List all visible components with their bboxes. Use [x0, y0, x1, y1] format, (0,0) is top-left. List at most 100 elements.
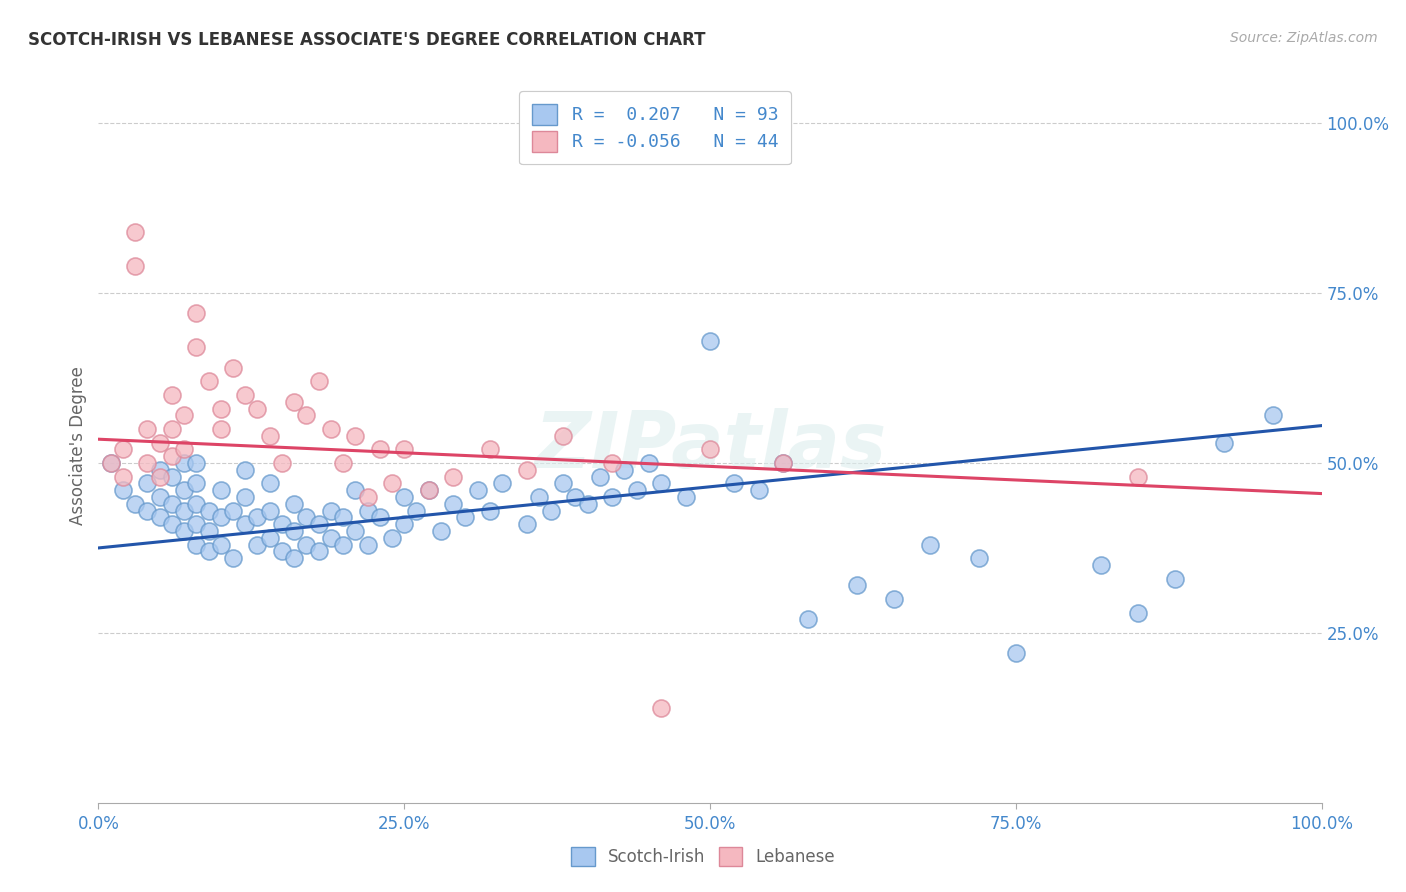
Point [332, 537, 354, 551]
Legend: R =  0.207   N = 93, R = -0.056   N = 44: R = 0.207 N = 93, R = -0.056 N = 44 [519, 91, 790, 164]
Point [1212, 435, 1234, 450]
Point [100, 456, 122, 470]
Point [295, 537, 318, 551]
Point [186, 476, 208, 491]
Text: ZIPatlas: ZIPatlas [534, 408, 886, 484]
Point [283, 551, 305, 566]
Point [160, 469, 183, 483]
Point [515, 517, 537, 532]
Point [295, 409, 318, 423]
Point [699, 442, 721, 457]
Point [920, 537, 942, 551]
Y-axis label: Associate's Degree: Associate's Degree [69, 367, 87, 525]
Point [356, 503, 378, 517]
Point [136, 503, 159, 517]
Point [197, 375, 219, 389]
Point [650, 476, 672, 491]
Point [1128, 606, 1150, 620]
Point [233, 388, 256, 402]
Point [259, 503, 281, 517]
Point [441, 469, 464, 483]
Point [1090, 558, 1112, 572]
Point [173, 409, 195, 423]
Point [430, 524, 453, 538]
Point [392, 517, 416, 532]
Point [381, 476, 404, 491]
Point [283, 524, 305, 538]
Point [967, 551, 990, 566]
Point [626, 483, 648, 498]
Point [283, 394, 305, 409]
Point [797, 612, 820, 626]
Point [173, 442, 195, 457]
Point [332, 456, 354, 470]
Point [845, 578, 868, 592]
Point [478, 503, 501, 517]
Point [124, 497, 146, 511]
Point [222, 503, 245, 517]
Point [100, 456, 122, 470]
Point [319, 422, 342, 436]
Point [418, 483, 440, 498]
Point [723, 476, 745, 491]
Point [540, 503, 562, 517]
Point [270, 517, 294, 532]
Point [160, 422, 183, 436]
Point [308, 517, 330, 532]
Point [270, 544, 294, 558]
Point [441, 497, 464, 511]
Point [527, 490, 550, 504]
Point [246, 510, 269, 524]
Point [246, 537, 269, 551]
Point [454, 510, 477, 524]
Point [111, 442, 134, 457]
Point [491, 476, 513, 491]
Point [186, 537, 208, 551]
Point [613, 463, 636, 477]
Point [1261, 409, 1284, 423]
Point [392, 442, 416, 457]
Point [392, 490, 416, 504]
Point [638, 456, 661, 470]
Point [209, 422, 232, 436]
Point [576, 497, 599, 511]
Point [197, 524, 219, 538]
Point [233, 517, 256, 532]
Point [368, 442, 391, 457]
Point [111, 469, 134, 483]
Point [600, 456, 623, 470]
Point [344, 483, 367, 498]
Point [675, 490, 697, 504]
Point [136, 476, 159, 491]
Point [136, 456, 159, 470]
Point [246, 401, 269, 416]
Point [259, 476, 281, 491]
Point [222, 360, 245, 375]
Point [111, 483, 134, 498]
Point [308, 544, 330, 558]
Point [478, 442, 501, 457]
Point [186, 497, 208, 511]
Point [124, 225, 146, 239]
Point [160, 517, 183, 532]
Point [197, 544, 219, 558]
Point [259, 531, 281, 545]
Point [368, 510, 391, 524]
Point [883, 591, 905, 606]
Point [149, 463, 172, 477]
Point [136, 422, 159, 436]
Point [405, 503, 427, 517]
Point [356, 537, 378, 551]
Point [209, 510, 232, 524]
Point [233, 490, 256, 504]
Point [124, 259, 146, 273]
Point [308, 375, 330, 389]
Point [209, 483, 232, 498]
Point [186, 517, 208, 532]
Point [748, 483, 770, 498]
Point [222, 551, 245, 566]
Text: SCOTCH-IRISH VS LEBANESE ASSOCIATE'S DEGREE CORRELATION CHART: SCOTCH-IRISH VS LEBANESE ASSOCIATE'S DEG… [28, 31, 706, 49]
Point [186, 341, 208, 355]
Point [381, 531, 404, 545]
Point [160, 449, 183, 463]
